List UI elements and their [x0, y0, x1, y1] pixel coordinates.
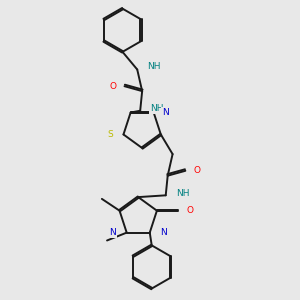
Text: NH: NH: [147, 62, 161, 71]
Text: N: N: [160, 228, 167, 237]
Text: O: O: [194, 166, 201, 175]
Text: N: N: [162, 108, 169, 117]
Text: NH: NH: [150, 104, 164, 113]
Text: O: O: [109, 82, 116, 91]
Text: O: O: [187, 206, 194, 215]
Text: S: S: [108, 130, 114, 139]
Text: NH: NH: [176, 189, 189, 198]
Text: N: N: [110, 228, 116, 237]
